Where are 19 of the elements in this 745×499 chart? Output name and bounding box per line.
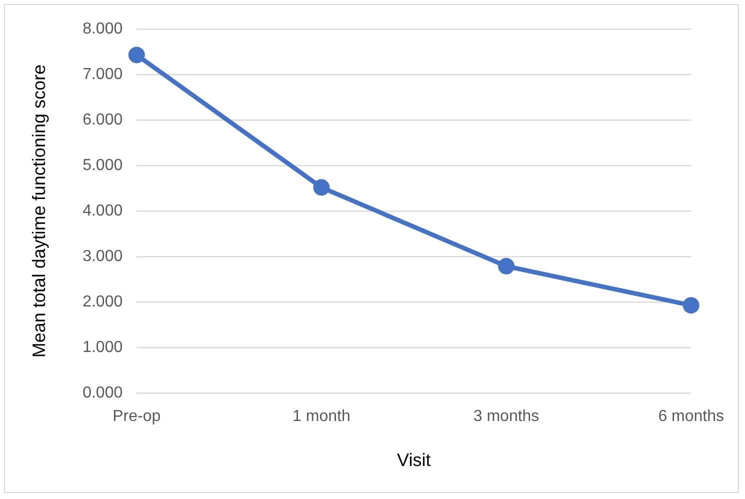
y-tick-label: 8.000 (82, 20, 123, 38)
y-tick-label: 1.000 (82, 339, 123, 356)
x-tick-label: Pre-op (112, 408, 161, 426)
x-axis-title: Visit (397, 450, 431, 470)
y-tick-label: 5.000 (82, 156, 123, 174)
x-tick-label: 3 months (473, 408, 540, 426)
y-tick-label: 0.000 (82, 384, 123, 402)
point (128, 46, 145, 64)
y-axis-title: Mean total daytime functioning score (28, 64, 49, 358)
point (682, 297, 700, 314)
x-tick-label: 6 months (658, 408, 724, 426)
y-tick-label: 4.000 (82, 202, 123, 220)
y-tick-label: 7.000 (82, 66, 123, 83)
point (313, 179, 330, 196)
x-tick-label: 1 month (292, 408, 350, 426)
point (498, 258, 515, 274)
y-tick-label: 2.000 (82, 294, 123, 311)
y-tick-label: 3.000 (82, 248, 123, 266)
y-tick-label: 6.000 (82, 111, 123, 128)
